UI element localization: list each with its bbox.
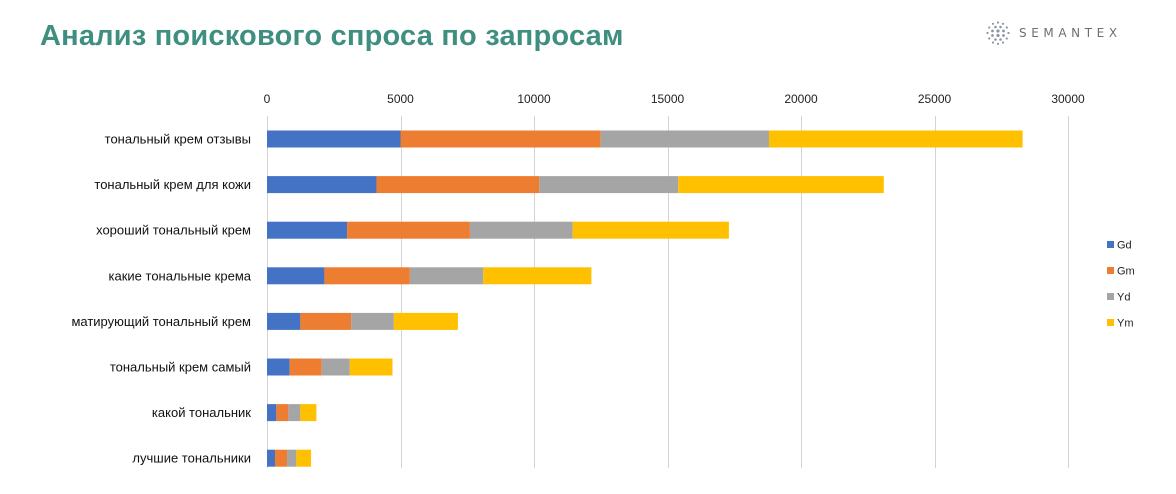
bars [267,130,1023,467]
brand-logo: SEMANTEX [985,20,1122,46]
legend-swatch-yd [1107,293,1114,300]
page-title: Анализ поискового спроса по запросам [40,20,624,52]
bar-ym-4 [393,312,458,330]
bar-ym-0 [768,130,1023,148]
bar-gd-0 [267,130,401,148]
bar-gd-7 [267,449,276,467]
category-label: тональный крем для кожи [94,177,251,192]
legend-label-yd: Yd [1117,292,1130,304]
category-label: хороший тональный крем [96,223,251,238]
bar-ym-2 [572,221,729,239]
legend-label-gd: Gd [1117,240,1132,252]
bar-gm-6 [276,404,289,422]
bar-yd-7 [287,449,297,467]
bar-gm-5 [289,358,322,376]
x-tick-label: 10000 [517,92,551,106]
x-axis-ticks: 0 5000 10000 15000 20000 25000 30000 [264,92,1085,106]
category-labels: тональный крем отзывы тональный крем для … [71,132,251,466]
bar-ym-7 [296,449,312,467]
bar-gm-7 [275,449,288,467]
legend-swatch-ym [1107,319,1114,326]
x-tick-label: 30000 [1051,92,1085,106]
bar-gm-3 [324,267,410,285]
category-label: матирующий тональный крем [71,314,251,329]
bar-gd-2 [267,221,348,239]
bar-yd-4 [351,312,394,330]
category-label: тональный крем самый [110,360,251,375]
gridlines [267,116,1069,468]
bar-gm-2 [347,221,470,239]
category-label: тональный крем отзывы [105,132,251,147]
category-label: лучшие тональники [132,451,251,466]
bar-gd-5 [267,358,290,376]
bar-ym-6 [300,404,317,422]
bar-gm-4 [300,312,352,330]
bar-ym-5 [349,358,393,376]
bar-gm-0 [400,130,601,148]
category-label: какие тональные крема [109,268,252,283]
legend: Gd Gm Yd Ym [1107,240,1135,330]
x-tick-label: 20000 [784,92,818,106]
x-tick-label: 5000 [387,92,414,106]
bar-gd-1 [267,176,377,194]
bar-yd-5 [321,358,350,376]
bar-yd-2 [469,221,573,239]
bar-gd-6 [267,404,277,422]
category-label: какой тональник [152,405,251,420]
bar-gd-4 [267,312,301,330]
bar-ym-3 [483,267,592,285]
legend-swatch-gd [1107,241,1114,248]
logo-text: SEMANTEX [1019,26,1122,40]
semantex-dot-sphere-icon [986,21,1010,45]
legend-label-ym: Ym [1117,318,1134,330]
x-tick-label: 0 [264,92,271,106]
legend-swatch-gm [1107,267,1114,274]
x-tick-label: 25000 [918,92,952,106]
bar-gm-1 [376,176,540,194]
bar-yd-6 [288,404,301,422]
bar-yd-3 [409,267,484,285]
bar-gd-3 [267,267,325,285]
bar-yd-0 [600,130,769,148]
x-tick-label: 15000 [651,92,685,106]
legend-label-gm: Gm [1117,266,1135,278]
bar-yd-1 [539,176,679,194]
bar-ym-1 [678,176,884,194]
